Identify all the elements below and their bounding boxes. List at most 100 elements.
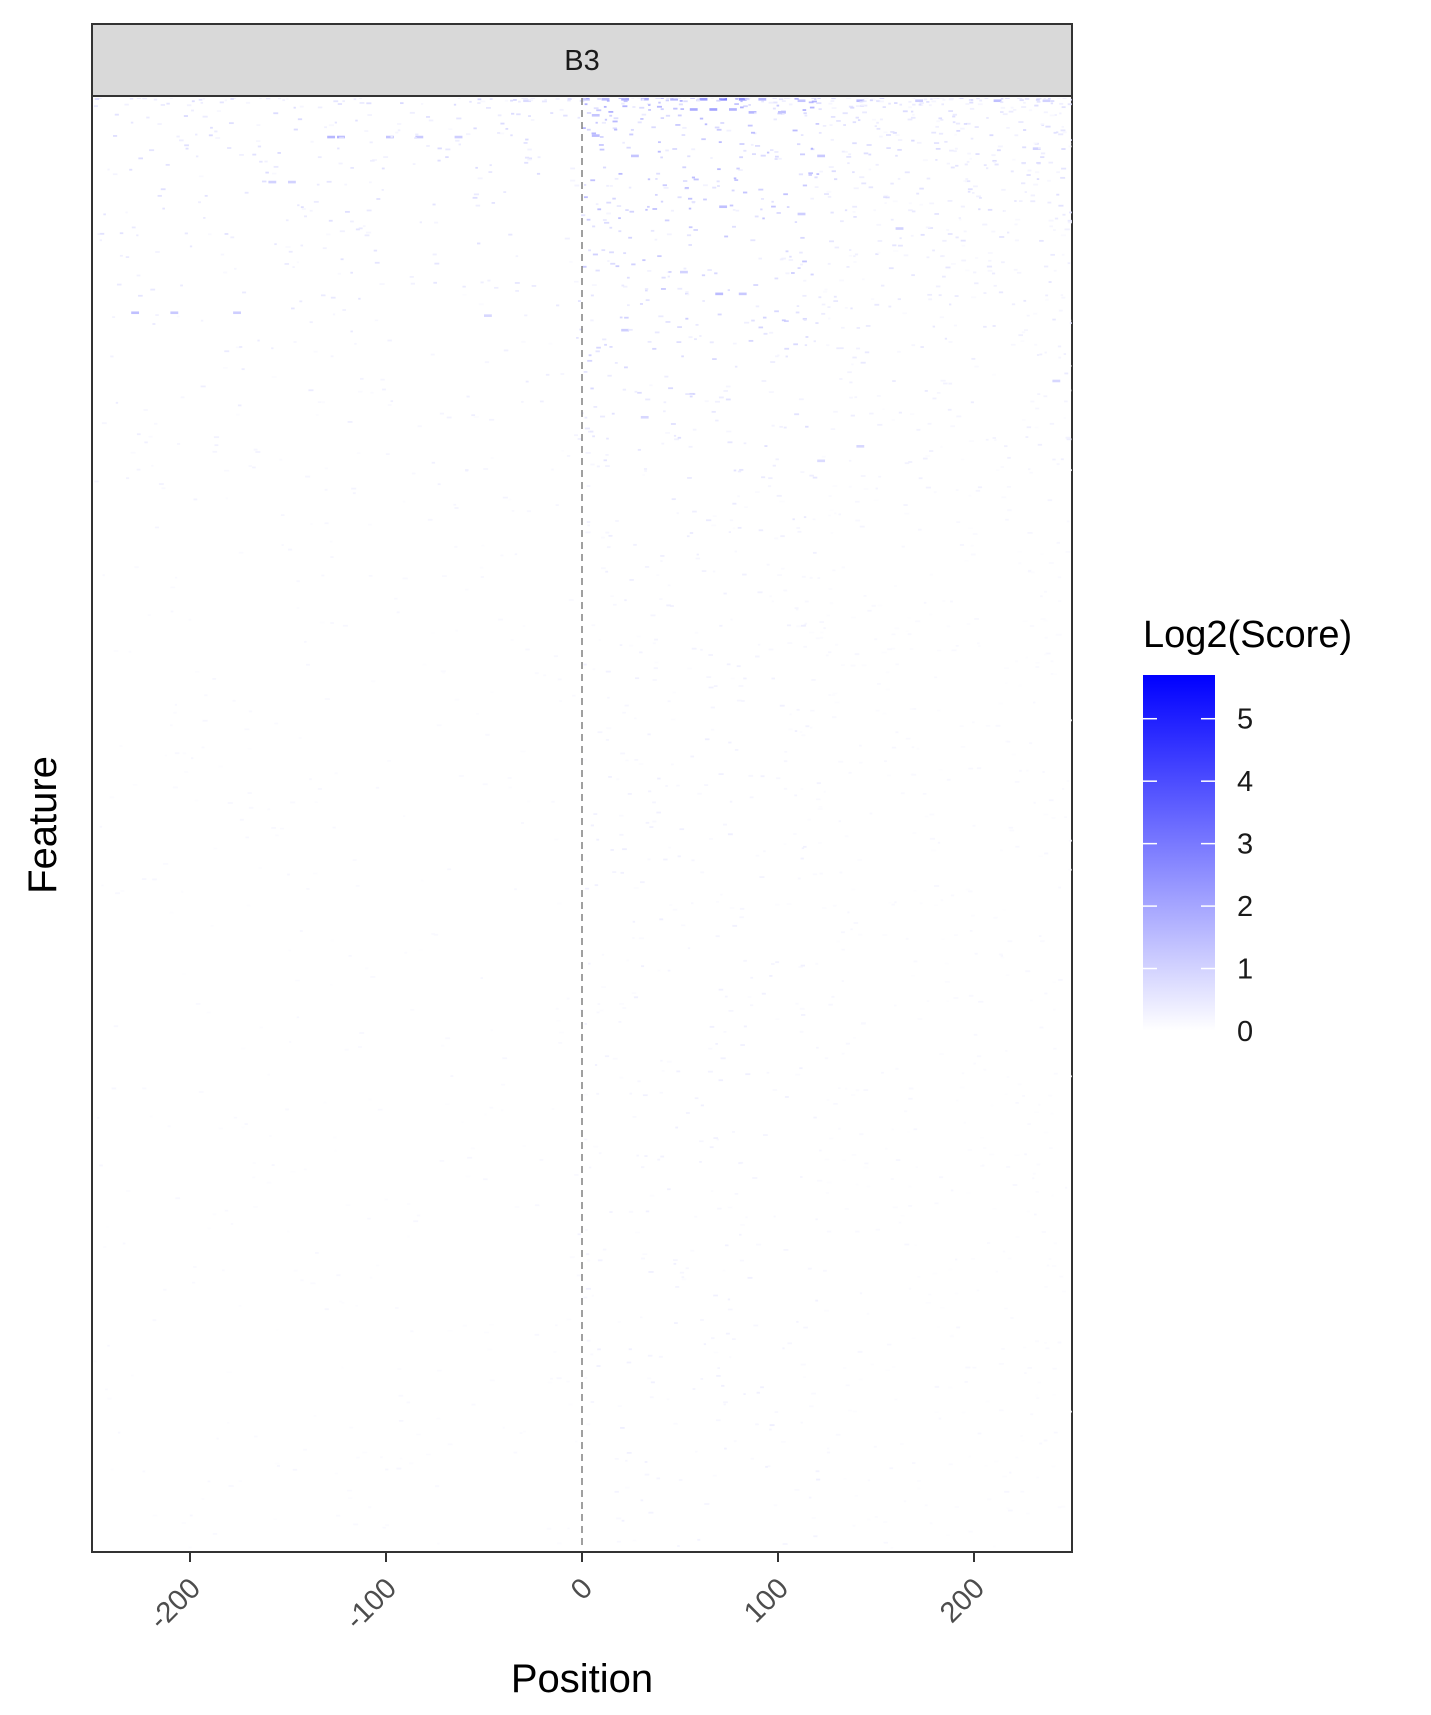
heatmap-cell [99, 1164, 103, 1167]
heatmap-cell [669, 98, 673, 99]
heatmap-cell [616, 205, 622, 207]
heatmap-cell [818, 805, 823, 808]
heatmap-cell [740, 1044, 745, 1046]
heatmap-cell [946, 1000, 949, 1003]
heatmap-cell [1043, 813, 1049, 816]
heatmap-cell [967, 190, 971, 193]
heatmap-cell [841, 326, 845, 329]
heatmap-cell [173, 711, 177, 714]
heatmap-cell [366, 209, 372, 212]
heatmap-cell [939, 98, 945, 99]
heatmap-cell [204, 194, 208, 197]
heatmap-cell [907, 633, 912, 636]
heatmap-cell [637, 391, 642, 394]
heatmap-cell [252, 153, 257, 156]
heatmap-cell [619, 644, 623, 647]
heatmap-cell [850, 307, 853, 310]
heatmap-cell [1043, 98, 1046, 99]
legend-tick-label: 1 [1237, 954, 1253, 986]
heatmap-cell [927, 293, 933, 296]
heatmap-cell [715, 292, 724, 296]
heatmap-cell [1005, 974, 1010, 977]
heatmap-cell [947, 199, 953, 202]
heatmap-cell [753, 1324, 759, 1327]
heatmap-cell [329, 540, 333, 543]
heatmap-cell [591, 624, 596, 627]
heatmap-cell [184, 771, 189, 773]
heatmap-cell [465, 588, 469, 591]
heatmap-cell [704, 123, 708, 126]
heatmap-cell [891, 746, 897, 749]
heatmap-cell [983, 164, 987, 167]
heatmap-cell [968, 1530, 973, 1533]
heatmap-cell [897, 350, 901, 353]
heatmap-cell [773, 101, 778, 104]
heatmap-cell [954, 133, 957, 136]
heatmap-cell [1022, 146, 1027, 149]
heatmap-cell [919, 102, 924, 104]
heatmap-cell [639, 651, 643, 654]
heatmap-cell [895, 1159, 901, 1161]
heatmap-cell [704, 738, 710, 741]
heatmap-cell [1057, 1506, 1062, 1509]
heatmap-cell [934, 1385, 940, 1388]
heatmap-cell [605, 531, 610, 534]
heatmap-cell [300, 244, 304, 247]
heatmap-cell [583, 196, 588, 199]
heatmap-cell [885, 1369, 890, 1372]
heatmap-cell [364, 130, 369, 132]
heatmap-cell [917, 1018, 923, 1020]
heatmap-cell [804, 622, 808, 625]
heatmap-cell [665, 99, 669, 102]
heatmap-cell [310, 1282, 316, 1285]
heatmap-cell [1000, 954, 1003, 957]
heatmap-cell [514, 282, 520, 284]
heatmap-cell [267, 808, 271, 811]
heatmap-cell [956, 1099, 959, 1102]
heatmap-cell [261, 180, 267, 183]
heatmap-cell [838, 513, 841, 516]
heatmap-cell [566, 1380, 570, 1383]
heatmap-cell [480, 977, 483, 979]
heatmap-cell [800, 1176, 803, 1178]
heatmap-cell [982, 223, 988, 226]
heatmap-cell [660, 1059, 663, 1062]
heatmap-cell [852, 142, 857, 145]
heatmap-cell [972, 721, 975, 724]
heatmap-cell [975, 489, 981, 492]
heatmap-cell [445, 156, 449, 159]
heatmap-cell [977, 642, 980, 645]
heatmap-cell [602, 1248, 607, 1251]
heatmap-cell [592, 225, 596, 228]
heatmap-cell [539, 400, 544, 403]
heatmap-cell [534, 672, 539, 675]
heatmap-cell [1071, 319, 1072, 322]
heatmap-cell [688, 336, 693, 339]
heatmap-cell [518, 100, 521, 103]
heatmap-cell [364, 967, 369, 970]
heatmap-cell [128, 650, 132, 653]
heatmap-cell [836, 940, 841, 943]
heatmap-cell [624, 366, 628, 369]
heatmap-cell [769, 149, 774, 152]
heatmap-cell [241, 368, 245, 371]
heatmap-cell [848, 254, 853, 257]
heatmap-cell [809, 106, 815, 109]
heatmap-cell [1048, 1147, 1053, 1150]
heatmap-cell [609, 114, 613, 117]
heatmap-cell [794, 1489, 800, 1491]
heatmap-cell [1032, 147, 1041, 150]
heatmap-cell [935, 159, 938, 161]
heatmap-cell [183, 115, 188, 117]
heatmap-cell [799, 1067, 803, 1070]
heatmap-cell [478, 303, 484, 306]
heatmap-cell [1061, 148, 1066, 150]
heatmap-cell [743, 442, 747, 445]
heatmap-cell [647, 1377, 652, 1380]
heatmap-cell [670, 209, 675, 212]
heatmap-cell [863, 1166, 869, 1169]
heatmap-cell [811, 98, 814, 99]
heatmap-cell [911, 1337, 916, 1340]
heatmap-cell [871, 118, 876, 121]
heatmap-cell [955, 644, 959, 647]
